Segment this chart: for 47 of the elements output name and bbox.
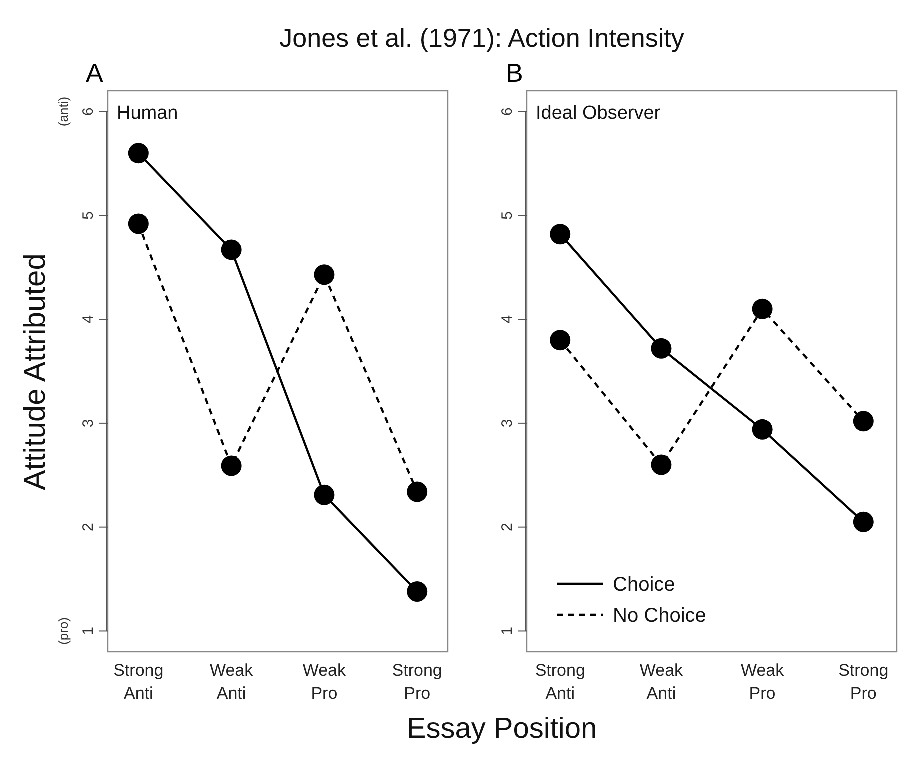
x-tick-label: Strong Anti	[535, 661, 586, 703]
x-tick-label: Weak Pro	[740, 661, 785, 703]
text: B	[506, 58, 524, 88]
point	[752, 298, 773, 320]
x-tick-label: Strong Anti	[114, 661, 164, 703]
point	[651, 338, 672, 359]
x-tick-label: Weak Anti	[210, 661, 254, 703]
point	[407, 582, 428, 602]
x-tick-label: Weak Pro	[302, 661, 347, 703]
point	[752, 419, 773, 440]
x-axis-title: Essay Position	[406, 713, 598, 745]
y-tick-label: 3	[80, 419, 97, 428]
y-tick-label: 2	[499, 523, 516, 532]
y-tick-label: 2	[80, 523, 97, 532]
y-tick-label: 6	[80, 108, 97, 116]
text: A	[86, 58, 104, 88]
text: Ideal Observer	[536, 103, 662, 124]
x-tick-label: Strong Pro	[392, 661, 442, 703]
legend-label: No Choice	[613, 605, 706, 627]
y-tick-label: 4	[499, 315, 516, 324]
point	[407, 482, 428, 502]
point	[550, 224, 571, 245]
point	[221, 456, 242, 476]
text: (anti)	[56, 96, 71, 127]
legend-label: Choice	[613, 574, 676, 596]
y-tick-label: 6	[499, 108, 516, 116]
point	[550, 330, 571, 351]
text: Human	[117, 103, 178, 124]
y-tick-label: 3	[499, 419, 516, 428]
y-tick-label: 4	[80, 315, 97, 324]
y-tick-label: 5	[499, 211, 516, 220]
point	[314, 264, 335, 286]
y-tick-label: 5	[80, 211, 97, 220]
y-tick-label: 1	[499, 627, 516, 636]
point	[128, 214, 149, 234]
point	[314, 484, 335, 506]
x-tick-label: Strong Pro	[838, 661, 889, 703]
point	[651, 454, 672, 476]
x-tick-label: Weak Anti	[640, 661, 684, 703]
y-axis-title: Attitude Attributed	[19, 254, 52, 490]
y-tick-label: 1	[80, 627, 97, 636]
point	[221, 240, 242, 260]
chart-title: Jones et al. (1971): Action Intensity	[280, 23, 684, 53]
point	[853, 411, 874, 432]
point	[128, 143, 149, 164]
text: (pro)	[56, 617, 71, 645]
point	[853, 512, 874, 532]
